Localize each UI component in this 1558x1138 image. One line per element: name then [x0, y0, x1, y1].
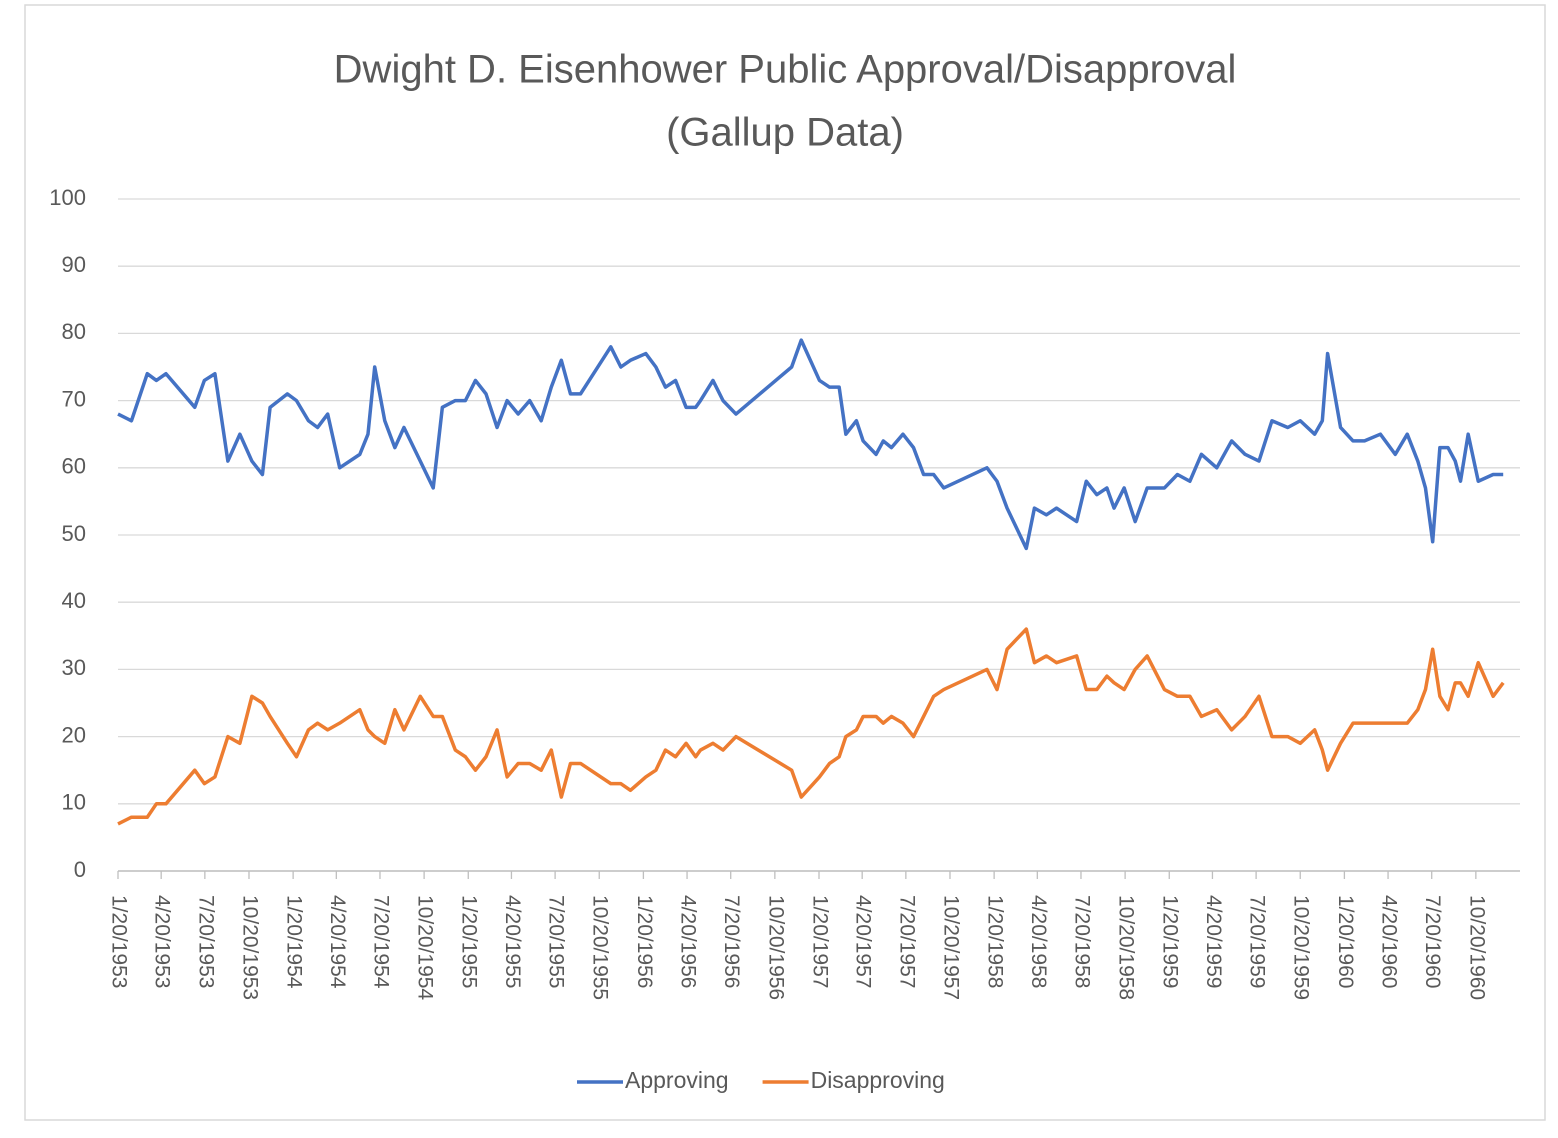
x-tick-label: 1/20/1955 — [458, 895, 481, 988]
x-tick-label: 7/20/1957 — [895, 895, 918, 988]
x-tick-label: 10/20/1954 — [414, 895, 437, 1000]
x-tick-label: 1/20/1959 — [1159, 895, 1182, 988]
x-tick-label: 4/20/1956 — [677, 895, 700, 988]
legend-label: Approving — [625, 1067, 729, 1093]
y-tick-label: 40 — [62, 588, 86, 613]
x-tick-label: 7/20/1954 — [369, 895, 392, 989]
x-tick-label: 4/20/1954 — [326, 895, 349, 989]
x-tick-label: 7/20/1956 — [720, 895, 743, 988]
y-tick-label: 20 — [62, 722, 86, 747]
y-tick-label: 60 — [62, 454, 86, 479]
x-tick-label: 10/20/1957 — [939, 895, 962, 1000]
chart-title: (Gallup Data) — [666, 111, 904, 155]
y-tick-label: 70 — [62, 386, 86, 411]
legend-label: Disapproving — [811, 1067, 945, 1093]
y-tick-label: 10 — [62, 790, 86, 815]
x-tick-label: 10/20/1958 — [1115, 895, 1138, 1000]
x-tick-label: 1/20/1957 — [808, 895, 831, 988]
chart-title: Dwight D. Eisenhower Public Approval/Dis… — [334, 48, 1237, 92]
y-tick-label: 90 — [62, 252, 86, 277]
series-line — [117, 627, 1505, 826]
x-tick-label: 10/20/1953 — [238, 895, 261, 1000]
y-tick-label: 50 — [62, 521, 86, 546]
y-tick-label: 100 — [49, 185, 86, 210]
x-tick-label: 1/20/1954 — [283, 895, 306, 989]
x-tick-label: 4/20/1953 — [151, 895, 174, 988]
x-tick-label: 7/20/1953 — [194, 895, 217, 988]
x-tick-label: 10/20/1955 — [589, 895, 612, 1000]
x-tick-label: 10/20/1960 — [1465, 895, 1488, 1000]
x-tick-label: 10/20/1959 — [1290, 895, 1313, 1000]
x-tick-label: 4/20/1955 — [501, 895, 524, 988]
x-tick-label: 1/20/1956 — [633, 895, 656, 988]
x-tick-label: 4/20/1958 — [1027, 895, 1050, 988]
x-tick-label: 7/20/1958 — [1070, 895, 1093, 988]
x-tick-label: 4/20/1959 — [1202, 895, 1225, 988]
y-tick-label: 80 — [62, 319, 86, 344]
x-tick-label: 1/20/1953 — [107, 895, 130, 988]
x-tick-label: 7/20/1955 — [545, 895, 568, 988]
x-tick-label: 4/20/1957 — [852, 895, 875, 988]
x-tick-label: 1/20/1960 — [1334, 895, 1357, 988]
x-tick-label: 10/20/1956 — [764, 895, 787, 1000]
y-tick-label: 0 — [74, 857, 86, 882]
chart-border — [24, 4, 1546, 1121]
x-tick-label: 4/20/1960 — [1378, 895, 1401, 988]
x-tick-label: 1/20/1958 — [984, 895, 1007, 988]
x-tick-label: 7/20/1960 — [1421, 895, 1444, 988]
series-line — [117, 338, 1504, 551]
x-tick-label: 7/20/1959 — [1246, 895, 1269, 988]
y-tick-label: 30 — [62, 655, 86, 680]
